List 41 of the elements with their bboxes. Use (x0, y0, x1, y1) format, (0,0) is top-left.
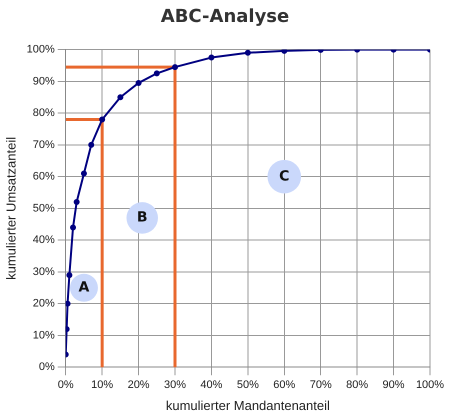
y-tick-label: 10% (32, 329, 55, 342)
point (208, 54, 214, 61)
annotation: A (78, 279, 90, 296)
y-tick-label: 80% (32, 107, 55, 120)
y-tick-label: 0% (38, 361, 55, 374)
x-tick-label: 70% (310, 378, 332, 391)
y-tick-label: 60% (32, 170, 55, 183)
point (74, 199, 80, 206)
x-tick-label: 40% (200, 378, 223, 391)
point (136, 80, 142, 86)
y-tick-label: 20% (32, 298, 55, 310)
x-tick-label: 30% (164, 378, 186, 391)
point (80, 170, 87, 176)
x-tick-label: 60% (273, 378, 296, 391)
y-axis-title: kumulierter Umsatzanteil (3, 136, 18, 280)
y-tick-label: 70% (32, 138, 55, 151)
y-tick-label: 90% (32, 75, 55, 88)
point (88, 142, 94, 148)
chart-title: ABC-Analyse (160, 6, 290, 27)
point (244, 50, 251, 56)
point (70, 224, 76, 230)
annotation: C (279, 168, 290, 184)
x-tick-label: 20% (128, 378, 150, 391)
y-tick-label: 30% (32, 266, 55, 278)
x-axis-title: kumulierter Mandantenanteil (166, 398, 330, 413)
x-tick-label: 100% (416, 378, 444, 391)
y-tick-label: 100% (26, 44, 55, 56)
point (172, 64, 178, 70)
point (66, 272, 72, 278)
point (117, 94, 124, 100)
point (154, 70, 160, 76)
point (66, 300, 71, 307)
x-tick-label: 0% (58, 378, 74, 391)
y-tick-label: 50% (32, 202, 55, 214)
x-tick-label: 80% (346, 378, 368, 391)
point (99, 116, 106, 122)
y-tick-label: 40% (32, 234, 55, 246)
x-tick-label: 50% (236, 378, 260, 391)
annotation: B (136, 210, 148, 226)
x-tick-label: 90% (382, 378, 405, 391)
x-tick-label: 10% (91, 378, 114, 391)
